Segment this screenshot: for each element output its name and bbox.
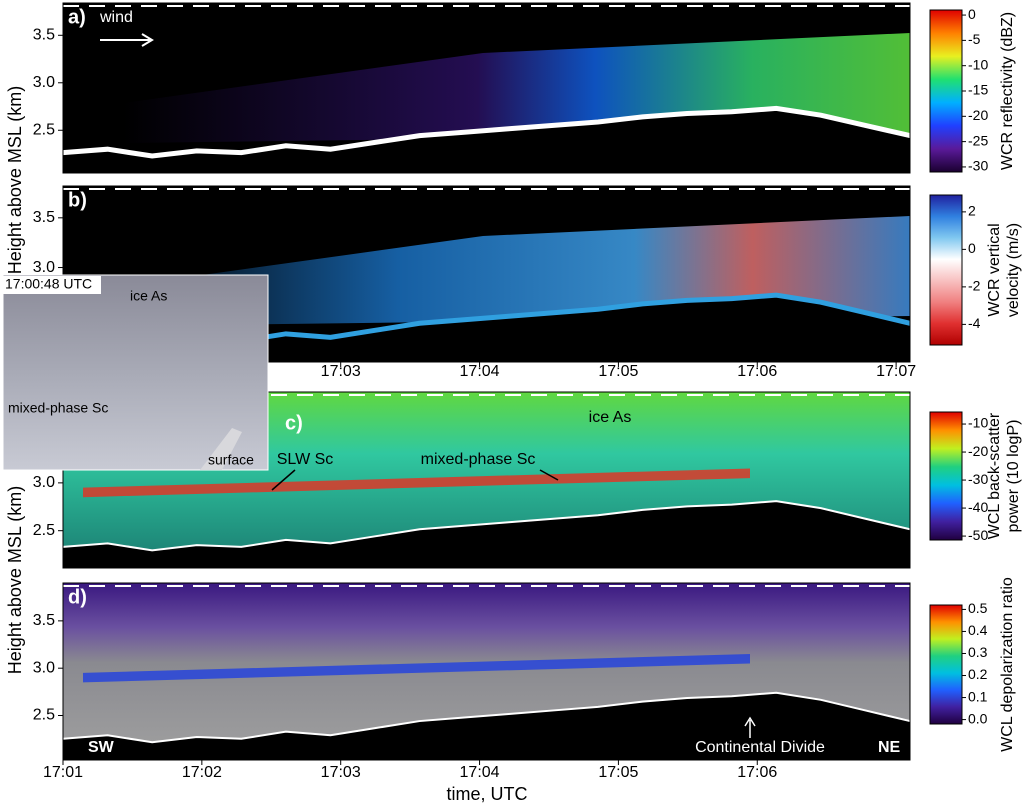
colorbar-tick-label: -40: [968, 499, 988, 515]
colorbar-label: WCL back-scatter: [986, 412, 1003, 539]
y-tick-label: 3.0: [33, 259, 55, 276]
panel-frame: [62, 582, 911, 761]
y-tick-label: 2.5: [33, 121, 55, 138]
y-tick-label: 3.5: [33, 612, 55, 629]
panel-frame: [62, 391, 911, 569]
annotation: NE: [878, 739, 901, 756]
y-tick-label: 3.0: [33, 659, 55, 676]
x-tick-label: 17:01: [43, 764, 83, 781]
photo-label: mixed-phase Sc: [8, 400, 108, 416]
panel-label: c): [285, 412, 303, 434]
panel-label: b): [68, 189, 87, 211]
colorbar-tick-label: -30: [968, 471, 988, 487]
annotation: mixed-phase Sc: [421, 451, 536, 468]
colorbar-tick-label: 0: [968, 240, 976, 256]
y-tick-label: 2.5: [33, 522, 55, 539]
colorbar-tick-label: -50: [968, 527, 988, 543]
annotation: SLW Sc: [277, 451, 334, 468]
colorbar-tick-label: 0.0: [968, 710, 988, 726]
cloud-top-layer: [83, 653, 750, 683]
colorbar-tick-label: -5: [968, 31, 981, 47]
colorbar: [929, 9, 963, 173]
colorbar: [929, 604, 963, 725]
colorbar-tick-label: -30: [968, 158, 988, 174]
colorbar-tick-label: -10: [968, 56, 988, 72]
x-tick-label: 17:04: [460, 764, 500, 781]
cloud-top-layer: [83, 468, 750, 498]
x-tick-label: 17:04: [460, 363, 500, 380]
arrow: [539, 469, 559, 481]
x-tick-label: 17:05: [598, 363, 638, 380]
colorbar-label: WCL depolarization ratio: [999, 577, 1016, 752]
x-tick-label: 17:03: [321, 363, 361, 380]
colorbar-label: WCR reflectivity (dBZ): [999, 12, 1016, 170]
terrain-surface: [62, 691, 911, 744]
colorbar-tick-label: 0.4: [968, 622, 988, 638]
annotation: SW: [88, 739, 115, 756]
colorbar-tick-label: 0.5: [968, 600, 988, 616]
panel-frame: [62, 2, 911, 174]
panel-frame: [62, 185, 911, 363]
colorbar-tick-label: 0.3: [968, 644, 988, 660]
photo-label: ice As: [130, 288, 167, 304]
y-tick-label: 3.5: [33, 209, 55, 226]
arrow: [271, 469, 296, 491]
terrain: [63, 108, 910, 173]
terrain-surface: [62, 105, 911, 159]
colorbar-tick-label: 2: [968, 203, 976, 219]
colorbar-label: velocity (m/s): [1005, 223, 1022, 317]
panel-label: d): [68, 586, 87, 608]
photo-time: 17:00:48 UTC: [5, 276, 92, 292]
colorbar-tick-label: 0.1: [968, 688, 988, 704]
terrain: [63, 692, 910, 760]
colorbar-tick-label: -20: [968, 107, 988, 123]
colorbar-tick-label: -10: [968, 415, 988, 431]
colorbar-label: power (10 logP): [1005, 420, 1022, 533]
colorbar-tick-label: -25: [968, 132, 988, 148]
colorbar: [929, 411, 963, 541]
x-tick-label: 17:05: [598, 764, 638, 781]
arrow: [744, 716, 756, 738]
y-tick-label: 3.5: [33, 27, 55, 44]
x-axis-label: time, UTC: [447, 784, 528, 804]
photo-wing: [200, 428, 242, 470]
y-tick-label: 2.5: [33, 707, 55, 724]
x-tick-label: 17:06: [737, 363, 777, 380]
y-axis-label: Height above MSL (km): [5, 86, 25, 274]
annotation: wind: [99, 9, 133, 26]
colorbar-tick-label: -4: [968, 315, 981, 331]
photo-label: surface: [208, 452, 254, 468]
terrain-surface: [62, 500, 911, 552]
x-tick-label: 17:07: [876, 363, 916, 380]
y-tick-label: 3.0: [33, 74, 55, 91]
colorbar-tick-label: 0.2: [968, 666, 988, 682]
terrain: [63, 295, 910, 362]
colorbar-tick-label: -20: [968, 443, 988, 459]
x-tick-label: 17:03: [321, 764, 361, 781]
colorbar-tick-label: -15: [968, 82, 988, 98]
panel-label: a): [68, 6, 86, 28]
y-axis-label: Height above MSL (km): [5, 486, 25, 674]
annotation: Continental Divide: [695, 739, 825, 756]
colorbar: [929, 194, 963, 346]
photo-time-bg: [3, 276, 101, 294]
y-tick-label: 3.0: [33, 474, 55, 491]
wind-arrow: [100, 33, 154, 47]
x-tick-label: 17:02: [182, 764, 222, 781]
photo: [2, 274, 269, 471]
annotation: ice As: [589, 409, 632, 426]
colorbar-label: WCR vertical: [986, 223, 1003, 316]
x-tick-label: 17:06: [737, 764, 777, 781]
colorbar-tick-label: 0: [968, 6, 976, 22]
terrain: [63, 501, 910, 568]
colorbar-tick-label: -2: [968, 278, 981, 294]
